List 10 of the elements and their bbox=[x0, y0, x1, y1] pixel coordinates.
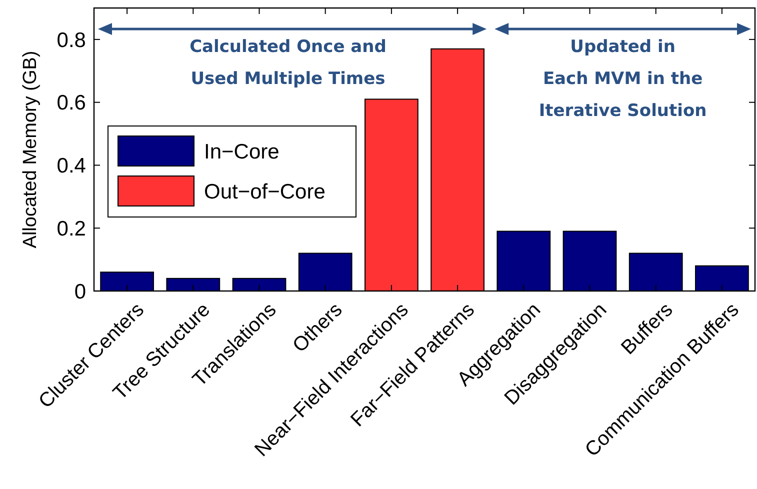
y-tick-label: 0.4 bbox=[56, 154, 86, 178]
y-tick-label: 0 bbox=[74, 280, 86, 304]
y-tick-label: 0.2 bbox=[56, 217, 86, 240]
y-tick-label: 0.6 bbox=[56, 92, 86, 115]
annotation: Updated in Each MVM in the Iterative Solution bbox=[538, 37, 707, 121]
legend-label: In−Core bbox=[204, 140, 280, 164]
y-axis-title: Allocated Memory (GB) bbox=[20, 50, 41, 248]
y-tick-label: 0.8 bbox=[56, 28, 86, 52]
legend-label: Out−of−Core bbox=[204, 180, 326, 204]
annotation: Calculated Once and Used Multiple Times bbox=[190, 37, 386, 89]
